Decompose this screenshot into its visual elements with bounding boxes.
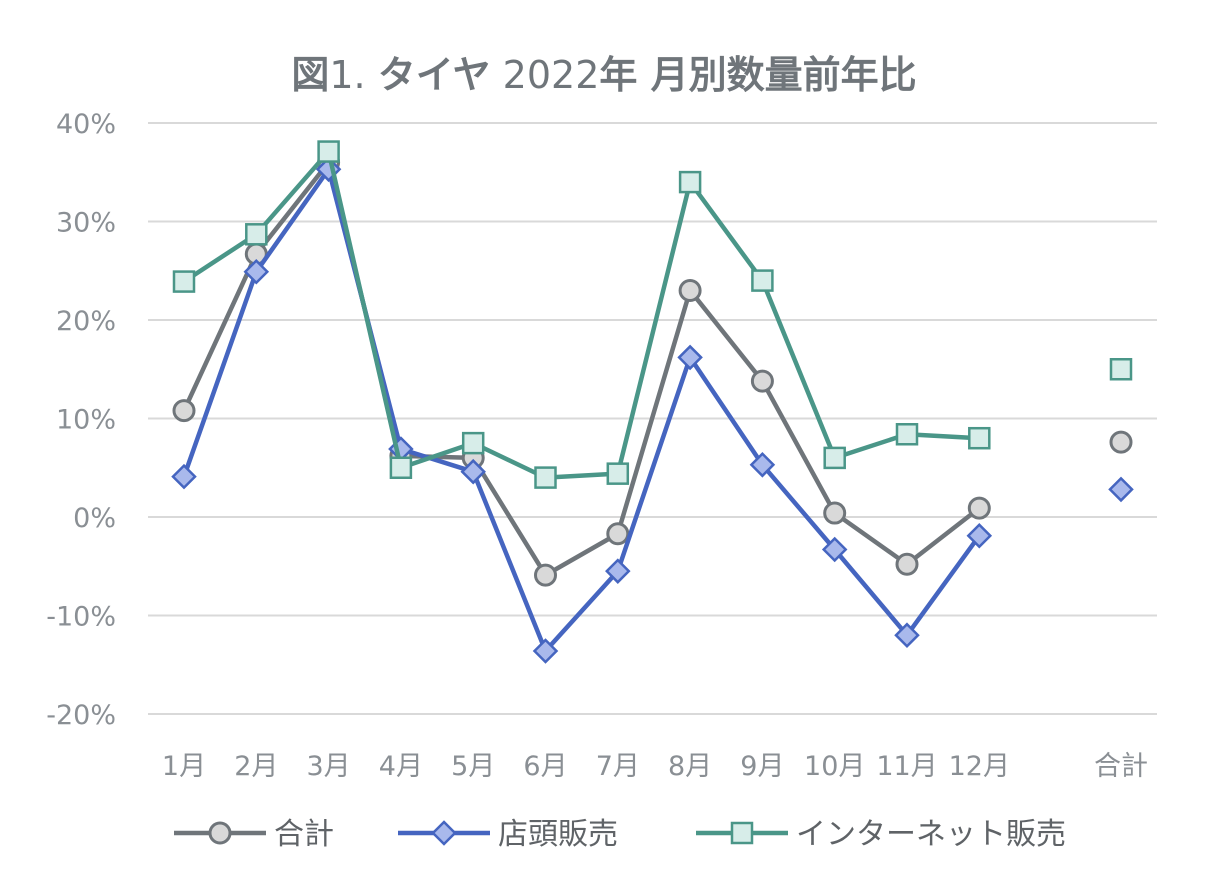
y-tick-label: 0% — [73, 503, 116, 534]
data-point — [678, 170, 702, 194]
data-point — [678, 278, 702, 302]
legend-marker — [208, 821, 232, 845]
data-point — [172, 270, 196, 293]
legend-marker — [431, 820, 457, 846]
x-tick-label: 6月 — [523, 751, 567, 782]
legend: 合計 店頭販売 インターネット販売 — [174, 817, 1066, 852]
legend-item: 合計 — [174, 817, 334, 852]
data-point — [243, 258, 270, 285]
data-point — [534, 563, 557, 587]
data-point-total — [1109, 430, 1133, 454]
legend-marker — [730, 821, 754, 845]
title-part: 1. — [329, 53, 377, 97]
series-0 — [172, 150, 1133, 587]
data-point-total — [1108, 476, 1134, 503]
data-point — [823, 501, 847, 525]
data-point — [823, 446, 846, 470]
x-axis-ticks: 1月 2月 3月 4月 5月 6月 7月 8月 9月 10月 11月 12月 合計 — [162, 751, 1148, 782]
data-point — [534, 466, 557, 489]
data-point — [751, 269, 774, 292]
data-point — [967, 496, 991, 520]
y-tick-label: 30% — [56, 208, 116, 239]
data-point — [966, 522, 993, 549]
data-point — [532, 638, 559, 664]
legend-item: インターネット販売 — [696, 817, 1066, 852]
y-tick-label: -20% — [46, 700, 116, 731]
gridlines — [148, 122, 1157, 715]
data-point — [750, 369, 774, 393]
x-tick-label: 3月 — [307, 751, 351, 782]
title-part: 年 月別数量前年比 — [599, 53, 916, 97]
y-tick-label: -10% — [46, 602, 116, 633]
y-tick-label: 20% — [56, 306, 116, 337]
legend-label: 店頭販売 — [498, 817, 618, 852]
data-point — [894, 622, 920, 648]
title-part: タイヤ — [378, 53, 491, 97]
data-point — [605, 558, 631, 584]
series-layer — [171, 140, 1134, 664]
x-tick-label: 1月 — [162, 751, 206, 782]
data-point-total — [1109, 358, 1133, 381]
data-point — [895, 552, 919, 576]
data-point — [968, 426, 991, 450]
series-line — [181, 160, 981, 578]
data-point — [245, 223, 268, 246]
data-point — [606, 522, 630, 546]
data-point — [172, 399, 196, 423]
x-tick-label: 10月 — [804, 751, 865, 782]
data-point — [461, 431, 485, 455]
x-tick-label: 9月 — [740, 751, 784, 782]
data-point — [317, 140, 340, 163]
legend-label: インターネット販売 — [796, 817, 1066, 852]
x-tick-label: 4月 — [379, 751, 423, 782]
data-point — [895, 423, 919, 446]
data-point — [171, 463, 197, 490]
data-point — [677, 344, 703, 371]
x-tick-label: 8月 — [668, 751, 712, 782]
x-tick-label: 5月 — [451, 751, 495, 782]
data-point — [749, 452, 776, 478]
chart-title: 図1. タイヤ 2022年 月別数量前年比 — [291, 53, 916, 97]
series-2 — [172, 140, 1133, 489]
y-tick-label: 10% — [56, 405, 116, 436]
y-axis-ticks: -20% -10% 0% 10% 20% 30% 40% — [46, 109, 116, 731]
series-line — [181, 167, 982, 654]
x-tick-label: 12月 — [949, 751, 1010, 782]
series-1 — [171, 156, 1134, 664]
x-tick-label: 11月 — [876, 751, 937, 782]
data-point — [389, 456, 413, 479]
title-part: 2022 — [491, 53, 600, 97]
x-tick-label-total: 合計 — [1094, 751, 1148, 782]
data-point — [606, 462, 630, 485]
title-part: 図 — [291, 53, 329, 97]
legend-item: 店頭販売 — [398, 817, 618, 852]
data-point — [460, 458, 486, 485]
data-point — [821, 536, 848, 563]
x-tick-label: 7月 — [596, 751, 640, 782]
legend-label: 合計 — [274, 817, 334, 852]
series-line — [182, 149, 980, 480]
x-tick-label: 2月 — [234, 751, 278, 782]
y-tick-label: 40% — [56, 109, 116, 140]
